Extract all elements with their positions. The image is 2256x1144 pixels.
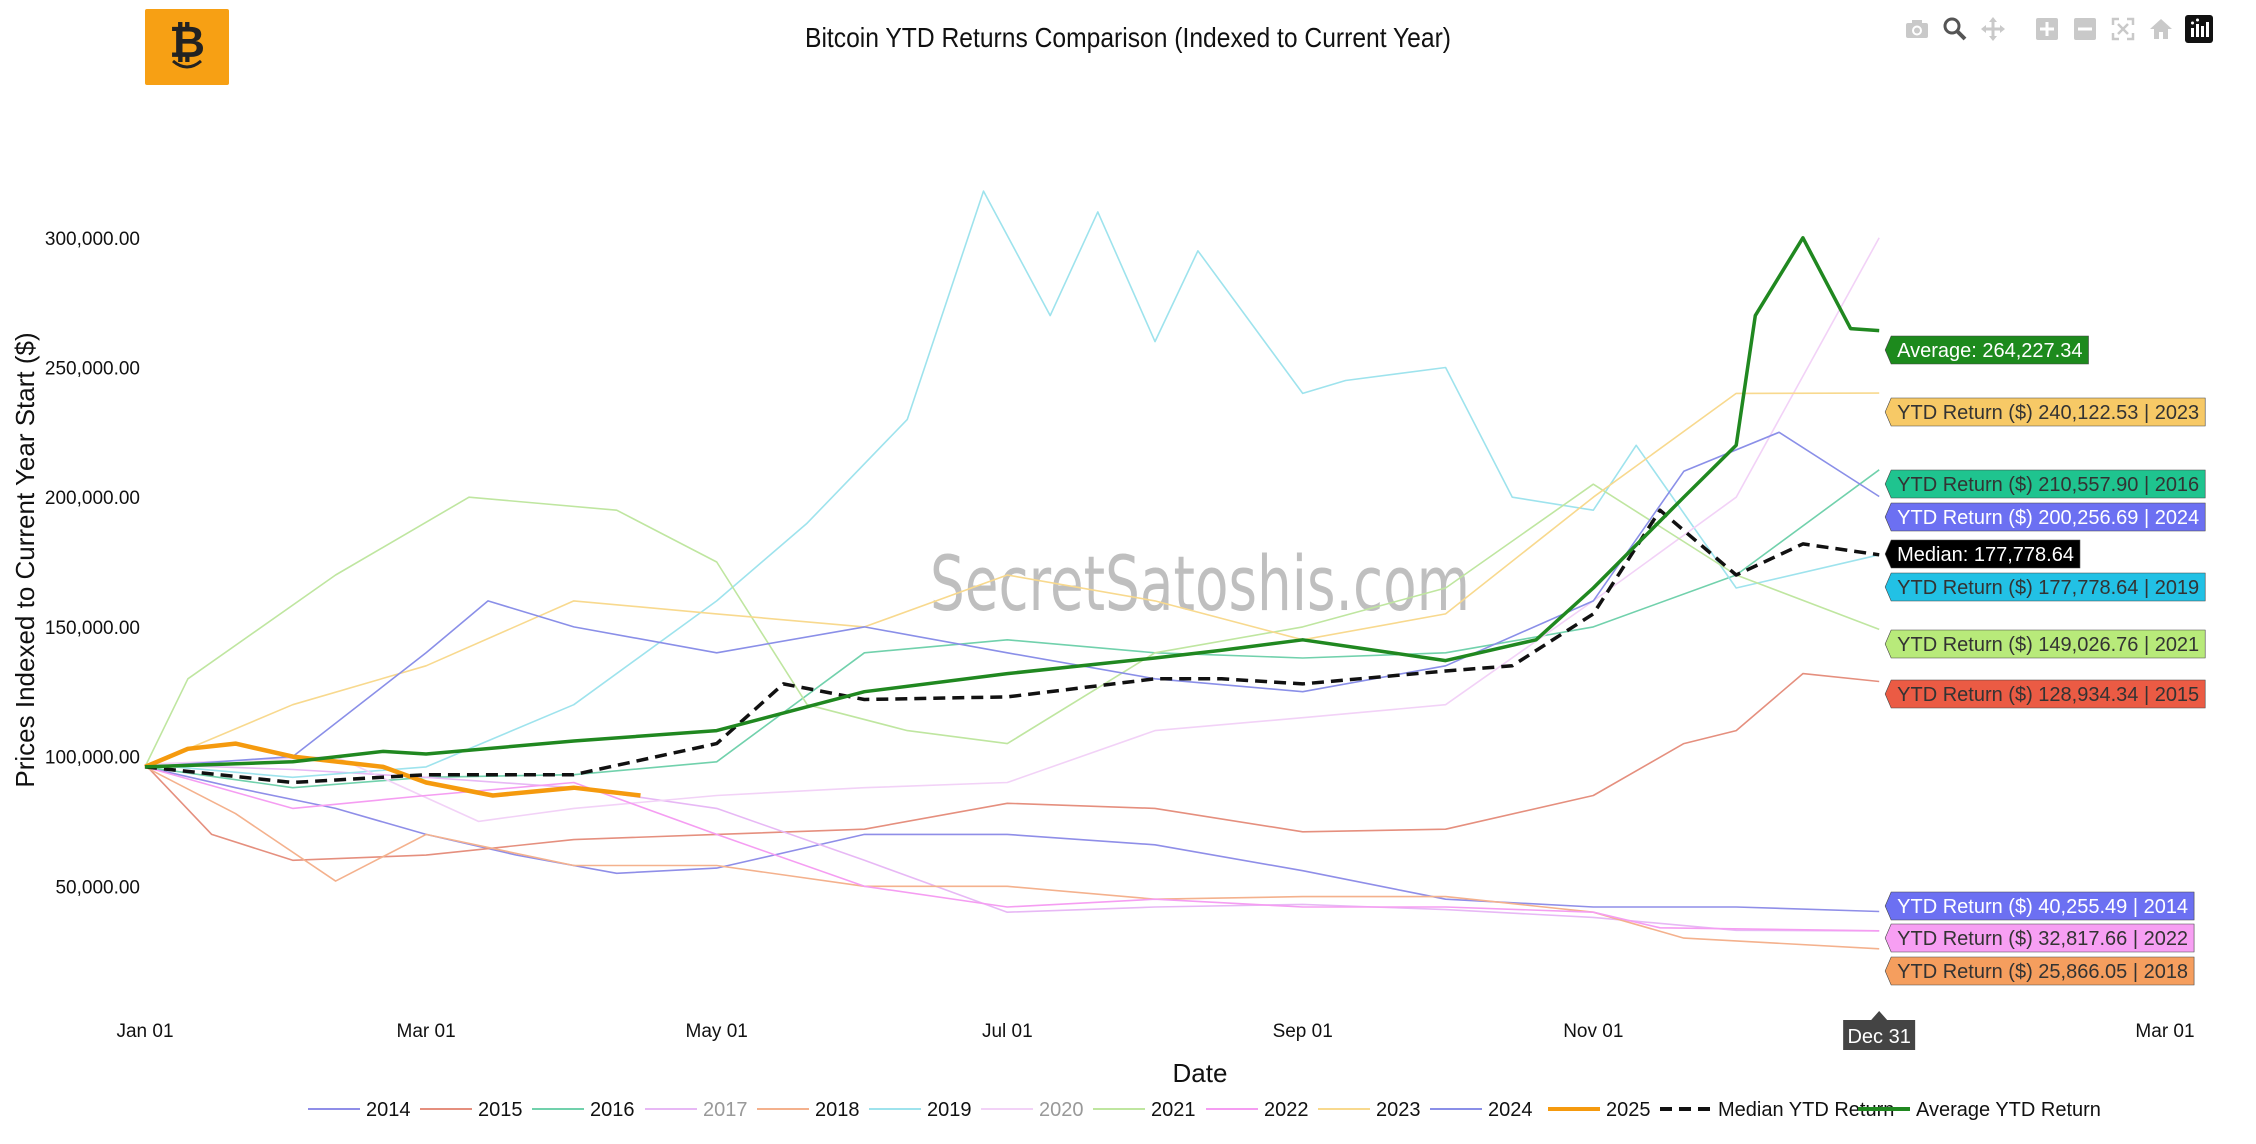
legend-item[interactable]: 2022 bbox=[1264, 1099, 1309, 1121]
x-tick-label: Mar 01 bbox=[2135, 1021, 2194, 1042]
legend-item[interactable]: 2016 bbox=[590, 1099, 635, 1121]
series-line-2025 bbox=[144, 741, 641, 798]
zoom-icon[interactable] bbox=[1938, 12, 1972, 46]
legend-item[interactable]: 2018 bbox=[815, 1099, 860, 1121]
series-line-2024 bbox=[144, 431, 1880, 768]
series-line-median-ytd-return bbox=[144, 508, 1880, 785]
end-value-label-text: YTD Return ($) 149,026.76 | 2021 bbox=[1897, 634, 2199, 656]
home-icon[interactable] bbox=[2144, 12, 2178, 46]
series-line-2020 bbox=[144, 237, 1880, 823]
legend-item[interactable]: 2019 bbox=[927, 1099, 972, 1121]
end-value-label: YTD Return ($) 32,817.66 | 2022 bbox=[1884, 923, 2195, 953]
end-value-label: YTD Return ($) 210,557.90 | 2016 bbox=[1884, 469, 2206, 499]
end-value-label: YTD Return ($) 177,778.64 | 2019 bbox=[1884, 572, 2206, 602]
x-tick-label: Jul 01 bbox=[982, 1021, 1033, 1042]
legend-item[interactable]: 2017 bbox=[703, 1099, 748, 1121]
series-line-2014 bbox=[144, 766, 1880, 913]
end-value-label: Average: 264,227.34 bbox=[1884, 335, 2089, 365]
end-value-label-text: Average: 264,227.34 bbox=[1897, 340, 2082, 362]
hover-x-label: Dec 31 bbox=[1847, 1026, 1910, 1048]
series-line-2023 bbox=[144, 392, 1880, 768]
y-tick-label: 200,000.00 bbox=[45, 488, 140, 509]
zoom-out-icon[interactable] bbox=[2068, 12, 2102, 46]
end-value-label: YTD Return ($) 149,026.76 | 2021 bbox=[1884, 629, 2206, 659]
series-line-2018 bbox=[144, 766, 1880, 950]
legend-item[interactable]: 2021 bbox=[1151, 1099, 1196, 1121]
end-value-labels: Average: 264,227.34 YTD Return ($) 240,12… bbox=[1884, 335, 2206, 986]
end-value-label-text: YTD Return ($) 25,866.05 | 2018 bbox=[1897, 961, 2188, 983]
y-tick-label: 300,000.00 bbox=[45, 229, 140, 250]
pan-icon[interactable] bbox=[1976, 12, 2010, 46]
end-value-label: YTD Return ($) 240,122.53 | 2023 bbox=[1884, 397, 2206, 427]
watermark: SecretSatoshis.com bbox=[930, 539, 1470, 628]
end-value-label-text: YTD Return ($) 128,934.34 | 2015 bbox=[1897, 684, 2199, 706]
y-tick-label: 150,000.00 bbox=[45, 618, 140, 639]
camera-icon[interactable] bbox=[1900, 12, 1934, 46]
end-value-label-text: YTD Return ($) 32,817.66 | 2022 bbox=[1897, 928, 2188, 950]
legend-item[interactable]: 2015 bbox=[478, 1099, 523, 1121]
x-tick-label: Jan 01 bbox=[116, 1021, 173, 1042]
end-value-label: YTD Return ($) 128,934.34 | 2015 bbox=[1884, 679, 2206, 709]
series-line-2017 bbox=[144, 763, 1880, 932]
svg-text:₿: ₿ bbox=[169, 17, 205, 68]
x-tick-label: Sep 01 bbox=[1273, 1021, 1333, 1042]
legend-item[interactable]: 2020 bbox=[1039, 1099, 1084, 1121]
x-tick-label: Nov 01 bbox=[1563, 1021, 1623, 1042]
legend-item[interactable]: Average YTD Return bbox=[1916, 1099, 2101, 1121]
series-line-2019 bbox=[144, 190, 1880, 779]
end-value-label-text: YTD Return ($) 177,778.64 | 2019 bbox=[1897, 577, 2199, 599]
end-value-label: YTD Return ($) 25,866.05 | 2018 bbox=[1884, 956, 2195, 986]
hover-x-label-box bbox=[1843, 1011, 1916, 1050]
x-axis-title: Date bbox=[1173, 1058, 1228, 1088]
legend-item[interactable]: 2023 bbox=[1376, 1099, 1421, 1121]
end-value-label-text: YTD Return ($) 210,557.90 | 2016 bbox=[1897, 474, 2199, 496]
end-value-label-text: YTD Return ($) 200,256.69 | 2024 bbox=[1897, 507, 2199, 529]
zoom-in-icon[interactable] bbox=[2030, 12, 2064, 46]
plotly-logo-icon[interactable] bbox=[2182, 12, 2216, 46]
end-value-label-text: Median: 177,778.64 bbox=[1897, 544, 2074, 566]
end-value-label: YTD Return ($) 200,256.69 | 2024 bbox=[1884, 502, 2206, 532]
x-tick-label: May 01 bbox=[686, 1021, 748, 1042]
legend-item[interactable]: 2014 bbox=[366, 1099, 411, 1121]
end-value-label-text: YTD Return ($) 40,255.49 | 2014 bbox=[1897, 896, 2188, 918]
chart-title: Bitcoin YTD Returns Comparison (Indexed … bbox=[805, 22, 1451, 53]
end-value-label: YTD Return ($) 40,255.49 | 2014 bbox=[1884, 891, 2195, 921]
series-line-2022 bbox=[144, 766, 1880, 932]
x-tick-label: Mar 01 bbox=[397, 1021, 456, 1042]
secretsatoshis-logo: ₿ bbox=[145, 9, 229, 85]
legend-item[interactable]: 2025 bbox=[1606, 1099, 1651, 1121]
end-value-label: Median: 177,778.64 bbox=[1884, 539, 2081, 569]
series-lines bbox=[144, 190, 1880, 950]
y-tick-label: 100,000.00 bbox=[45, 748, 140, 769]
series-line-average-ytd-return bbox=[144, 236, 1880, 769]
legend-item[interactable]: 2024 bbox=[1488, 1099, 1533, 1121]
end-value-label-text: YTD Return ($) 240,122.53 | 2023 bbox=[1897, 402, 2199, 424]
y-tick-label: 250,000.00 bbox=[45, 359, 140, 380]
series-line-2021 bbox=[144, 483, 1880, 768]
series-line-2015 bbox=[144, 672, 1880, 862]
bitcoin-logo-icon: ₿ bbox=[169, 17, 205, 69]
legend-item[interactable]: Median YTD Return bbox=[1718, 1099, 1894, 1121]
y-tick-label: 50,000.00 bbox=[55, 877, 140, 898]
y-axis-title: Prices Indexed to Current Year Start ($) bbox=[10, 332, 40, 787]
autoscale-icon[interactable] bbox=[2106, 12, 2140, 46]
legend: 2014 2015 2016 2017 2018 2019 2020 2021 2022 2023… bbox=[308, 1099, 2101, 1121]
